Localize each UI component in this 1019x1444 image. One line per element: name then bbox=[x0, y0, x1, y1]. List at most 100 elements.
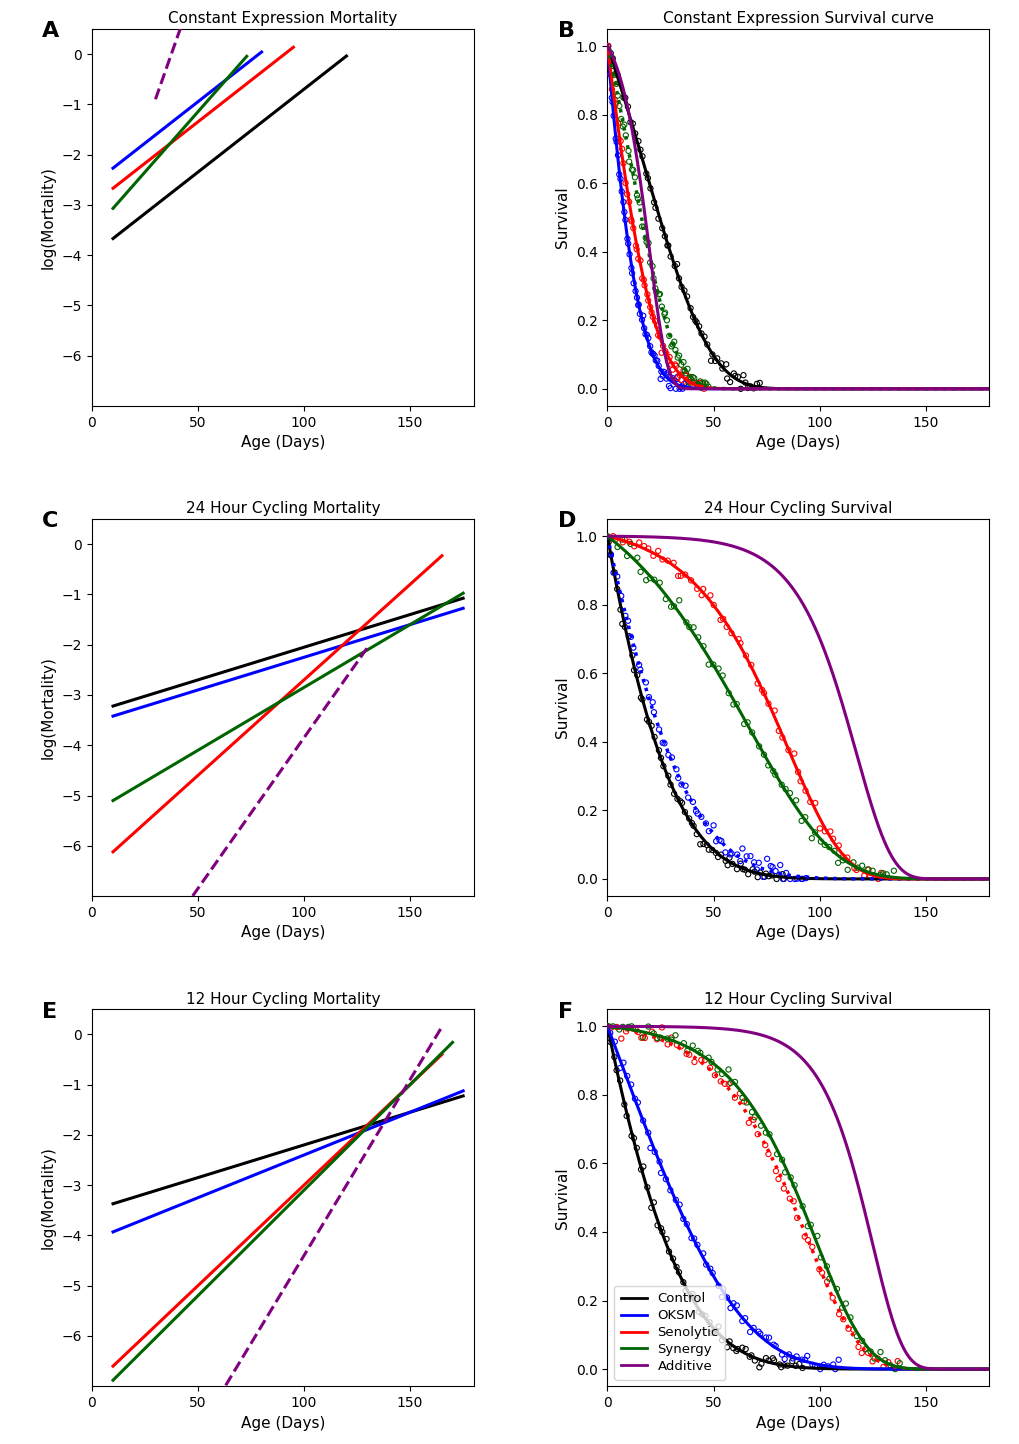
Point bbox=[797, 866, 813, 890]
Point bbox=[712, 352, 729, 375]
Point bbox=[719, 1058, 736, 1082]
Point bbox=[677, 1279, 693, 1302]
Point bbox=[743, 1344, 759, 1367]
Point bbox=[812, 1246, 828, 1269]
Title: Constant Expression Mortality: Constant Expression Mortality bbox=[168, 12, 397, 26]
Point bbox=[652, 360, 668, 383]
Point bbox=[721, 371, 738, 394]
Text: D: D bbox=[557, 511, 576, 531]
Point bbox=[686, 371, 702, 394]
Point bbox=[666, 352, 683, 375]
Point bbox=[657, 342, 674, 365]
Point bbox=[718, 853, 735, 877]
Point bbox=[634, 687, 650, 710]
Point bbox=[629, 1090, 645, 1113]
Point bbox=[681, 807, 697, 830]
Point bbox=[862, 1340, 878, 1363]
Point bbox=[753, 679, 769, 702]
Point bbox=[879, 1350, 896, 1373]
Point bbox=[677, 364, 693, 387]
Point bbox=[701, 1258, 717, 1281]
Point bbox=[693, 322, 709, 345]
Point bbox=[602, 543, 619, 566]
Point bbox=[608, 1015, 625, 1038]
Point bbox=[633, 1158, 649, 1181]
Point bbox=[775, 1177, 792, 1200]
Point bbox=[770, 864, 787, 887]
Point bbox=[789, 761, 805, 784]
Point bbox=[651, 1027, 667, 1050]
Point bbox=[853, 1330, 869, 1353]
Point bbox=[796, 1349, 812, 1372]
Point bbox=[755, 744, 771, 767]
Point bbox=[777, 862, 794, 885]
Point bbox=[637, 569, 653, 592]
Point bbox=[859, 1341, 875, 1365]
Point bbox=[602, 64, 619, 87]
Point bbox=[707, 830, 723, 853]
Point bbox=[624, 113, 640, 136]
Point bbox=[653, 1017, 669, 1040]
Point bbox=[623, 208, 639, 231]
Point bbox=[634, 144, 650, 168]
Point bbox=[760, 1326, 776, 1349]
Point bbox=[638, 708, 654, 731]
Point bbox=[786, 1174, 802, 1197]
Point bbox=[600, 531, 616, 554]
Point bbox=[835, 1308, 851, 1331]
Point bbox=[602, 51, 619, 74]
Point bbox=[732, 631, 748, 654]
Point bbox=[688, 823, 704, 846]
Point bbox=[601, 62, 618, 85]
Point bbox=[808, 1225, 824, 1248]
Point bbox=[663, 747, 680, 770]
Point bbox=[812, 830, 828, 853]
Point bbox=[640, 231, 656, 254]
Point bbox=[636, 274, 652, 297]
Point bbox=[712, 829, 729, 852]
Point bbox=[694, 373, 710, 396]
Point bbox=[658, 1027, 675, 1050]
Point bbox=[736, 712, 752, 735]
Point bbox=[662, 1028, 679, 1051]
Point bbox=[688, 371, 704, 394]
Point bbox=[671, 344, 687, 367]
Point bbox=[671, 1193, 687, 1216]
Point bbox=[684, 790, 700, 813]
Point bbox=[613, 180, 630, 204]
Point bbox=[637, 322, 653, 345]
Point bbox=[685, 814, 701, 838]
Point bbox=[659, 1032, 676, 1056]
Point bbox=[687, 1288, 703, 1311]
Point bbox=[614, 1051, 631, 1074]
Point bbox=[653, 341, 669, 364]
Point bbox=[599, 38, 615, 61]
Point bbox=[679, 357, 695, 380]
Point bbox=[647, 349, 663, 373]
Point bbox=[600, 1015, 616, 1038]
Title: 24 Hour Cycling Mortality: 24 Hour Cycling Mortality bbox=[185, 501, 380, 517]
Point bbox=[786, 742, 802, 765]
Point bbox=[796, 806, 812, 829]
Point bbox=[742, 845, 758, 868]
Y-axis label: log(Mortality): log(Mortality) bbox=[41, 166, 56, 269]
Point bbox=[772, 1356, 789, 1379]
Point bbox=[710, 829, 727, 852]
Point bbox=[682, 1284, 698, 1307]
Point bbox=[669, 565, 686, 588]
Point bbox=[644, 690, 660, 713]
Point bbox=[679, 1040, 695, 1063]
Point bbox=[629, 186, 645, 209]
Point bbox=[697, 1253, 713, 1276]
Point bbox=[829, 852, 846, 875]
Point bbox=[722, 621, 739, 644]
Point bbox=[704, 653, 720, 676]
Point bbox=[644, 305, 660, 328]
Point bbox=[825, 839, 842, 862]
Point bbox=[675, 1271, 691, 1294]
Point bbox=[680, 786, 696, 809]
Point bbox=[834, 849, 850, 872]
Point bbox=[676, 373, 692, 396]
Point bbox=[627, 280, 643, 303]
Point bbox=[616, 615, 633, 638]
